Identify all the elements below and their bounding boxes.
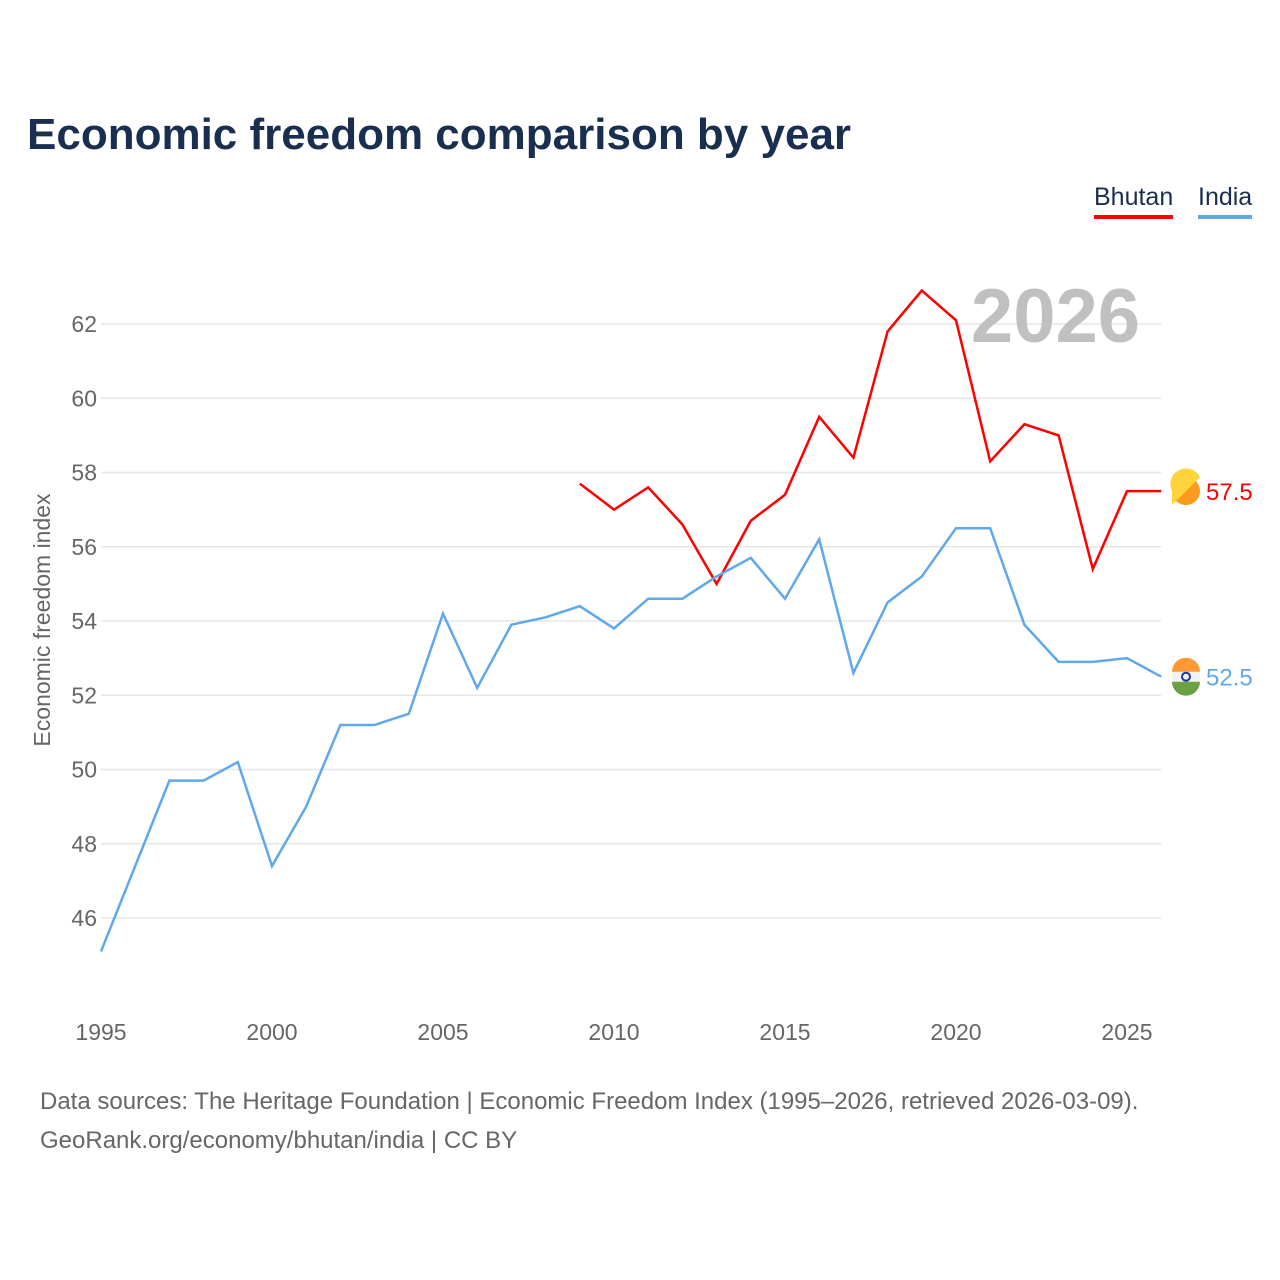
bhutan-flag-icon (1170, 468, 1200, 506)
series-line-india (99, 526, 1162, 952)
footer-sources: Data sources: The Heritage Foundation | … (40, 1088, 1139, 1115)
india-flag-icon (1172, 681, 1200, 696)
y-tick-label: 60 (71, 385, 97, 411)
x-tick-label: 2015 (759, 1019, 810, 1045)
y-tick-label: 48 (71, 831, 97, 857)
series-line-bhutan (579, 288, 1162, 587)
footer-link: GeoRank.org/economy/bhutan/india | CC BY (40, 1127, 518, 1154)
y-tick-label: 58 (71, 460, 97, 486)
end-value-label-bhutan: 57.5 (1206, 479, 1253, 506)
y-tick-label: 62 (71, 311, 97, 337)
y-axis-label: Economic freedom index (29, 493, 55, 747)
y-tick-label: 54 (71, 608, 97, 634)
end-value-label-india: 52.5 (1206, 665, 1253, 692)
legend-india[interactable]: India (1198, 183, 1253, 219)
india-flag-icon (1172, 657, 1200, 672)
x-tick-label: 2000 (246, 1019, 297, 1045)
x-tick-label: 2005 (417, 1019, 468, 1045)
x-tick-label: 2020 (930, 1019, 981, 1045)
india-flag-icon (1181, 671, 1191, 682)
chart-title: Economic freedom comparison by year (27, 110, 852, 159)
x-tick-label: 2025 (1101, 1019, 1152, 1045)
x-tick-label: 2010 (588, 1019, 639, 1045)
y-tick-label: 56 (71, 534, 97, 560)
y-tick-label: 50 (71, 757, 97, 783)
year-watermark: 2026 (971, 274, 1140, 359)
y-tick-label: 46 (71, 905, 97, 931)
legend-bhutan[interactable]: Bhutan (1094, 183, 1174, 219)
x-tick-label: 1995 (75, 1019, 126, 1045)
y-tick-label: 52 (71, 682, 97, 708)
